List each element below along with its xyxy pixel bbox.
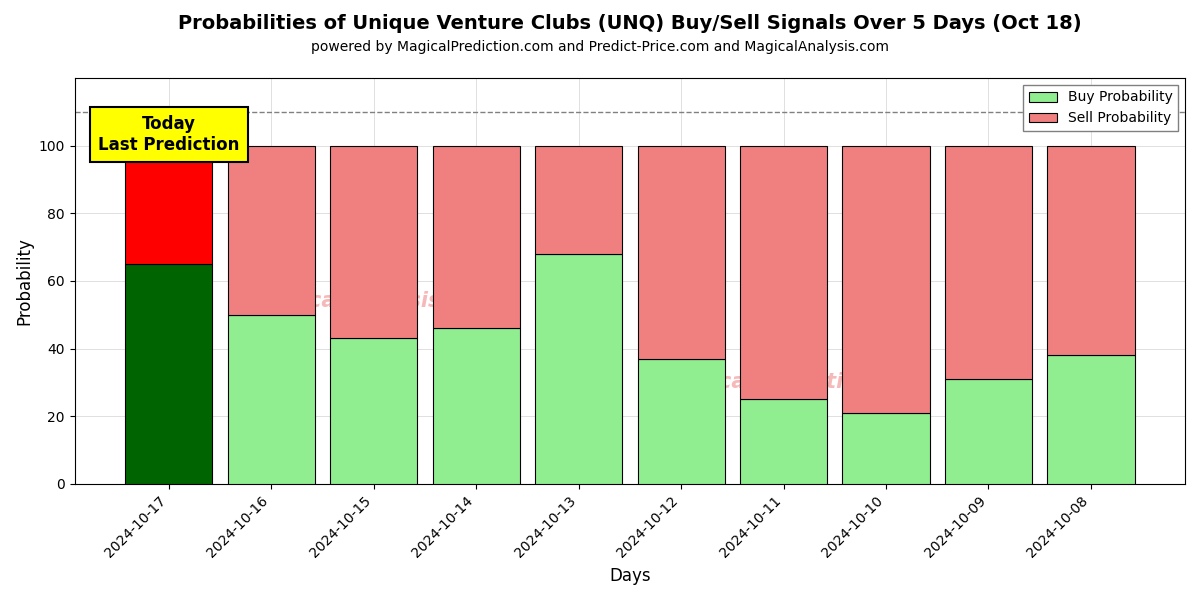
Bar — [125, 146, 212, 264]
Bar — [740, 399, 827, 484]
Bar — [535, 254, 622, 484]
Bar — [637, 359, 725, 484]
Bar — [228, 315, 314, 484]
Bar — [535, 146, 622, 254]
Bar — [944, 146, 1032, 379]
Bar — [330, 338, 418, 484]
Text: MagicalAnalysis.com: MagicalAnalysis.com — [252, 291, 497, 311]
Bar — [637, 146, 725, 359]
Bar — [125, 264, 212, 484]
Bar — [1048, 355, 1134, 484]
Bar — [228, 146, 314, 315]
Bar — [432, 146, 520, 328]
Bar — [842, 146, 930, 413]
Legend: Buy Probability, Sell Probability: Buy Probability, Sell Probability — [1024, 85, 1178, 131]
Bar — [944, 379, 1032, 484]
Bar — [842, 413, 930, 484]
Text: Today
Last Prediction: Today Last Prediction — [98, 115, 239, 154]
X-axis label: Days: Days — [610, 567, 650, 585]
Bar — [1048, 146, 1134, 355]
Text: powered by MagicalPrediction.com and Predict-Price.com and MagicalAnalysis.com: powered by MagicalPrediction.com and Pre… — [311, 40, 889, 54]
Bar — [330, 146, 418, 338]
Bar — [432, 328, 520, 484]
Y-axis label: Probability: Probability — [16, 237, 34, 325]
Title: Probabilities of Unique Venture Clubs (UNQ) Buy/Sell Signals Over 5 Days (Oct 18: Probabilities of Unique Venture Clubs (U… — [178, 14, 1081, 34]
Bar — [740, 146, 827, 399]
Text: MagicalPrediction.com: MagicalPrediction.com — [662, 373, 930, 392]
